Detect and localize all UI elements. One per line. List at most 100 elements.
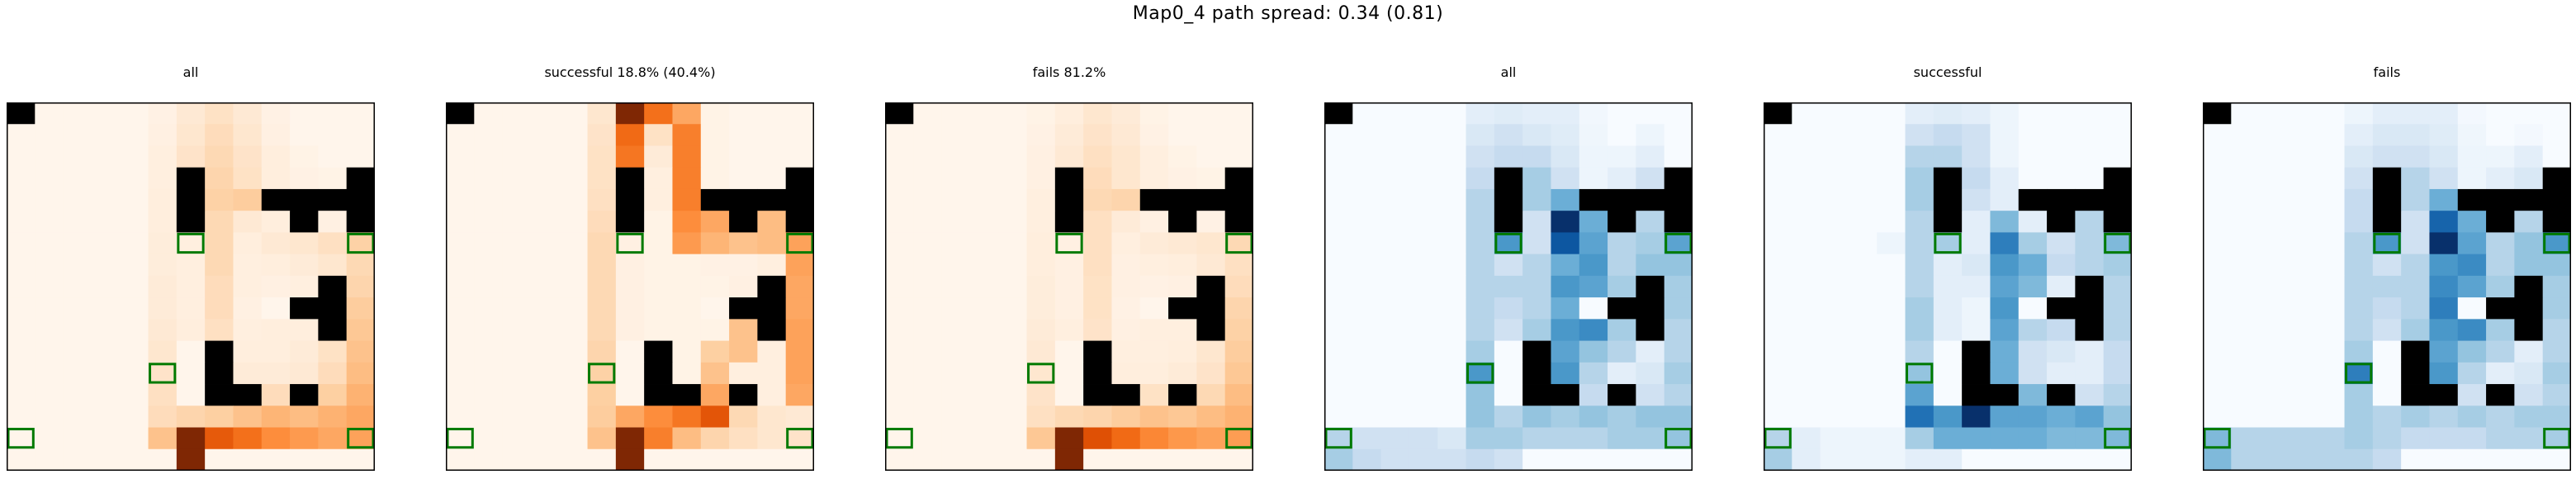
- heatmap-cell: [1820, 448, 1849, 471]
- heatmap-cell: [559, 211, 588, 233]
- heatmap-cell: [1820, 167, 1849, 190]
- heatmap-cell: [1905, 275, 1934, 298]
- heatmap-cell: [1196, 362, 1226, 385]
- heatmap-cell: [2103, 124, 2132, 146]
- heatmap-cell: [7, 145, 36, 168]
- heatmap-cell: [318, 362, 348, 385]
- heatmap-cell: [2514, 427, 2544, 450]
- heatmap-cell: [2457, 102, 2487, 125]
- heatmap-cell: [587, 340, 617, 363]
- heatmap-cell: [1054, 362, 1084, 385]
- plot-frame: [446, 102, 814, 471]
- heatmap-cell: [1054, 319, 1084, 341]
- heatmap-cell: [2103, 319, 2132, 341]
- heatmap-cell: [261, 340, 291, 363]
- heatmap-cell: [1990, 340, 2020, 363]
- heatmap-cell: [120, 211, 149, 233]
- heatmap-cell: [969, 145, 999, 168]
- heatmap-cell: [1324, 297, 1353, 320]
- heatmap-cell: [346, 145, 375, 168]
- heatmap-cell: [1409, 232, 1438, 255]
- heatmap-cell: [615, 275, 645, 298]
- heatmap-cell: [346, 102, 375, 125]
- heatmap-cell: [176, 232, 206, 255]
- heatmap-cell: [2429, 275, 2459, 298]
- target-marker: [7, 428, 35, 449]
- heatmap-cell: [885, 167, 914, 190]
- heatmap-cell: [1324, 145, 1353, 168]
- heatmap-cell: [1764, 297, 1792, 320]
- heatmap-cell: [1494, 405, 1523, 428]
- heatmap-cell: [63, 211, 92, 233]
- heatmap-cell: [1792, 275, 1821, 298]
- heatmap-cell: [2372, 405, 2402, 428]
- heatmap-cell: [885, 362, 914, 385]
- heatmap-cell: [1848, 362, 1878, 385]
- heatmap-cell: [1820, 124, 1849, 146]
- heatmap-cell: [615, 254, 645, 277]
- heatmap-cell: [530, 102, 560, 125]
- wall-cell: [2075, 275, 2105, 298]
- heatmap-cell: [7, 427, 36, 450]
- heatmap-cell: [1494, 275, 1523, 298]
- heatmap-cell: [1466, 124, 1495, 146]
- heatmap-cell: [2429, 319, 2459, 341]
- heatmap-cell: [530, 319, 560, 341]
- heatmap-cell: [530, 124, 560, 146]
- heatmap-cell: [1820, 188, 1849, 211]
- heatmap-cell: [1380, 275, 1410, 298]
- heatmap-cell: [2316, 297, 2345, 320]
- heatmap-cell: [2231, 319, 2261, 341]
- heatmap-cell: [2457, 384, 2487, 406]
- heatmap-cell: [2344, 188, 2374, 211]
- heatmap-cell: [998, 384, 1027, 406]
- heatmap-cell: [35, 145, 64, 168]
- heatmap-cell: [2316, 124, 2345, 146]
- heatmap-cell: [2018, 362, 2048, 385]
- heatmap-cell: [35, 427, 64, 450]
- heatmap-cell: [2259, 297, 2289, 320]
- wall-cell: [1579, 188, 1608, 211]
- heatmap-cell: [120, 319, 149, 341]
- heatmap-cell: [1111, 448, 1141, 471]
- wall-cell: [290, 384, 319, 406]
- heatmap-cell: [1579, 448, 1608, 471]
- heatmap-cell: [559, 124, 588, 146]
- heatmap-cell: [1380, 362, 1410, 385]
- heatmap-cell: [2372, 275, 2402, 298]
- heatmap-cell: [1054, 427, 1084, 450]
- heatmap-cell: [318, 405, 348, 428]
- heatmap-cell: [176, 275, 206, 298]
- heatmap-cell: [2344, 319, 2374, 341]
- heatmap-cell: [969, 275, 999, 298]
- heatmap-cell: [1224, 405, 1253, 428]
- heatmap-cell: [998, 405, 1027, 428]
- heatmap-cell: [1792, 102, 1821, 125]
- wall-cell: [615, 188, 645, 211]
- heatmap-cell: [2203, 232, 2232, 255]
- heatmap-cell: [1083, 145, 1112, 168]
- wall-cell: [2047, 188, 2076, 211]
- heatmap-cell: [120, 124, 149, 146]
- heatmap-cell: [1764, 124, 1792, 146]
- wall-cell: [1933, 188, 1963, 211]
- heatmap-cell: [261, 448, 291, 471]
- heatmap-cell: [530, 340, 560, 363]
- heatmap-cell: [1409, 448, 1438, 471]
- heatmap-cell: [2203, 340, 2232, 363]
- heatmap-cell: [1324, 427, 1353, 450]
- heatmap-cell: [1224, 427, 1253, 450]
- heatmap-cell: [2259, 319, 2289, 341]
- heatmap-cell: [700, 211, 730, 233]
- heatmap-cell: [176, 319, 206, 341]
- heatmap-cell: [1579, 275, 1608, 298]
- heatmap-cell: [2542, 405, 2571, 428]
- heatmap-cell: [1196, 145, 1226, 168]
- heatmap-cell: [1820, 384, 1849, 406]
- heatmap-cell: [1636, 427, 1665, 450]
- heatmap-cell: [885, 340, 914, 363]
- wall-cell: [205, 384, 234, 406]
- heatmap-cell: [2372, 384, 2402, 406]
- heatmap-cell: [1437, 188, 1466, 211]
- heatmap-cell: [1990, 297, 2020, 320]
